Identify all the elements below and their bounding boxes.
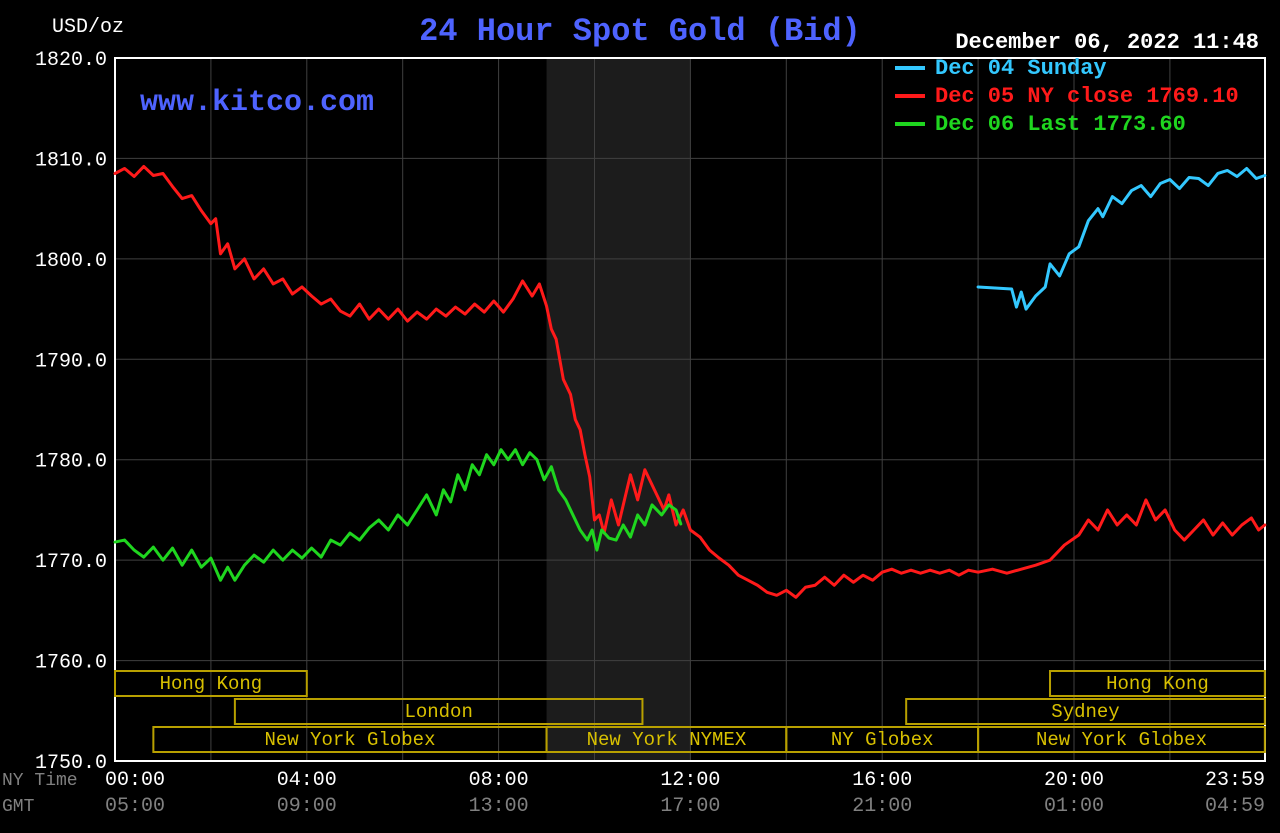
ny-time-axis-label: NY Time — [2, 771, 78, 791]
market-session-label: NY Globex — [831, 729, 934, 751]
market-session-label: New York Globex — [1036, 729, 1207, 751]
chart-title: 24 Hour Spot Gold (Bid) — [419, 13, 861, 50]
legend-label-d05: Dec 05 NY close 1769.10 — [935, 84, 1239, 109]
ny-time-tick: 04:00 — [277, 769, 337, 792]
gmt-time-tick: 01:00 — [1044, 795, 1104, 818]
ny-time-tick: 23:59 — [1205, 769, 1265, 792]
gmt-axis-label: GMT — [2, 797, 35, 817]
y-tick-label: 1810.0 — [35, 149, 107, 172]
legend-label-d06: Dec 06 Last 1773.60 — [935, 112, 1186, 137]
market-session-label: Hong Kong — [160, 673, 263, 695]
market-session-label: Sydney — [1051, 701, 1119, 723]
gmt-time-tick: 09:00 — [277, 795, 337, 818]
market-session-label: New York NYMEX — [587, 729, 747, 751]
market-session-label: Hong Kong — [1106, 673, 1209, 695]
gmt-time-tick: 17:00 — [660, 795, 720, 818]
ny-time-tick: 12:00 — [660, 769, 720, 792]
y-tick-label: 1760.0 — [35, 652, 107, 675]
market-session-label: New York Globex — [264, 729, 435, 751]
y-tick-label: 1820.0 — [35, 49, 107, 72]
gmt-time-tick: 21:00 — [852, 795, 912, 818]
timestamp: December 06, 2022 11:48 — [955, 30, 1259, 55]
ny-time-tick: 00:00 — [105, 769, 165, 792]
y-tick-label: 1780.0 — [35, 451, 107, 474]
ny-time-tick: 16:00 — [852, 769, 912, 792]
ny-time-tick: 08:00 — [469, 769, 529, 792]
market-session-label: London — [404, 701, 472, 723]
y-tick-label: 1770.0 — [35, 551, 107, 574]
gmt-time-tick: 05:00 — [105, 795, 165, 818]
watermark: www.kitco.com — [140, 86, 374, 120]
ny-time-tick: 20:00 — [1044, 769, 1104, 792]
gmt-time-tick: 13:00 — [469, 795, 529, 818]
y-tick-label: 1800.0 — [35, 250, 107, 273]
unit-label: USD/oz — [52, 16, 124, 39]
legend-label-d04: Dec 04 Sunday — [935, 56, 1107, 81]
gmt-time-tick: 04:59 — [1205, 795, 1265, 818]
spot-gold-chart: 1750.01760.01770.01780.01790.01800.01810… — [0, 0, 1280, 833]
y-tick-label: 1790.0 — [35, 350, 107, 373]
